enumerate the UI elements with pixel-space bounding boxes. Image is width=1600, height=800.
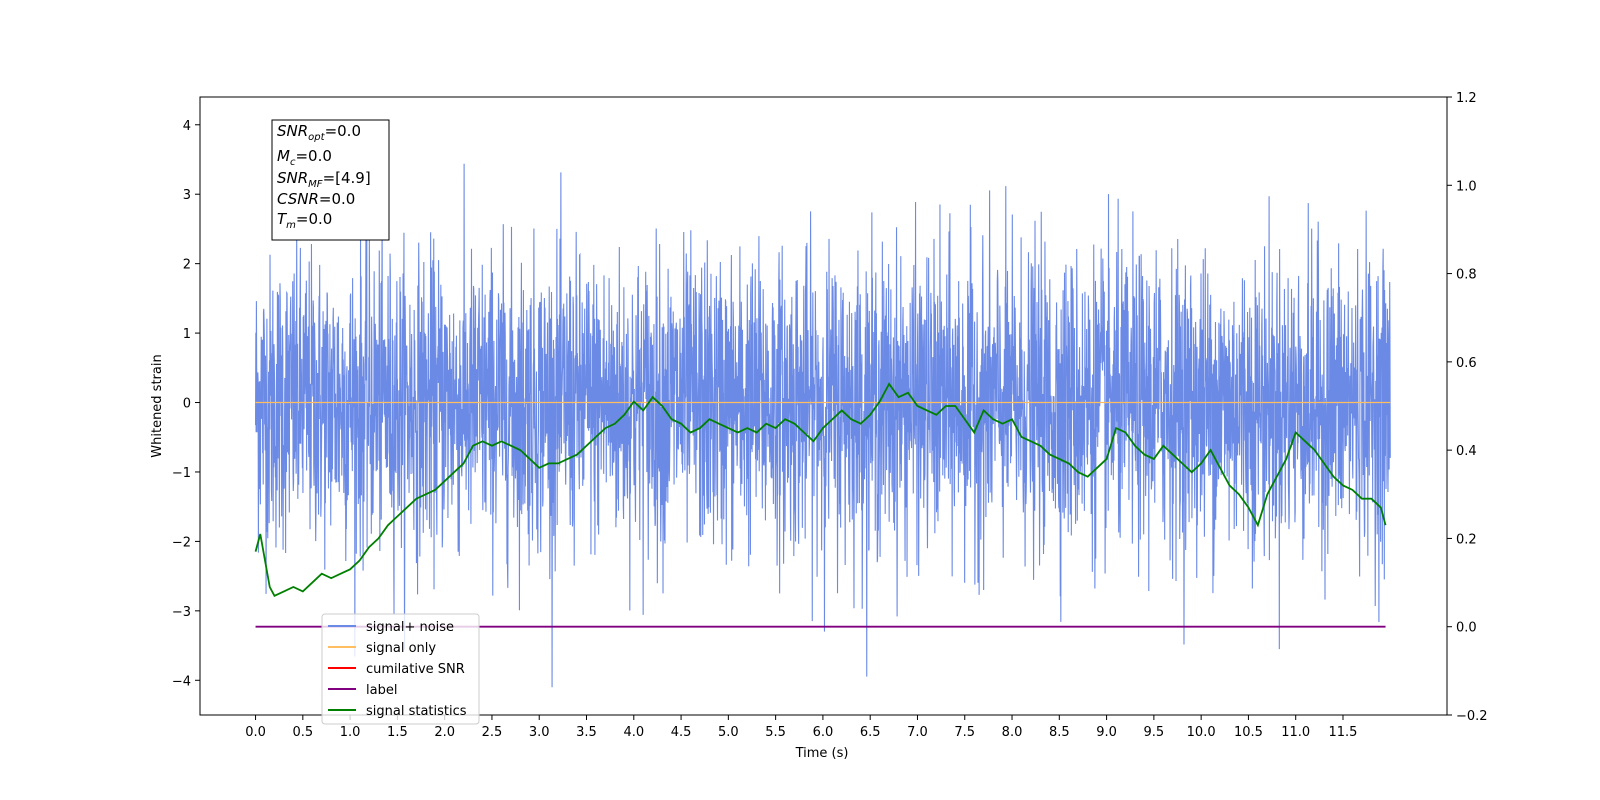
x-tick-label: 8.0 [1002,725,1023,740]
y-axis-left: 4 3 2 1 0 −1 −2 −3 −4 [172,119,200,689]
y2-tick-label: 0.2 [1456,532,1477,547]
x-tick-label: 11.5 [1329,725,1358,740]
y-tick-label: −2 [172,535,191,550]
legend-label: cumilative SNR [366,662,465,677]
stats-line: SNRopt=0.0 [277,122,361,143]
x-tick-label: 11.0 [1281,725,1310,740]
y2-tick-label: −0.2 [1456,709,1488,724]
legend-frame [321,613,480,725]
x-tick-label: 4.0 [623,725,644,740]
y-axis-label: Whitened strain [150,354,165,457]
y-tick-label: 1 [183,327,191,342]
x-tick-label: 5.5 [765,725,786,740]
x-tick-label: 1.0 [340,725,361,740]
x-tick-label: 0.0 [245,725,266,740]
x-tick-label: 9.5 [1144,725,1165,740]
series-line-signal-statistics [254,382,1387,597]
y-tick-label: −3 [172,605,191,620]
y-tick-label: −4 [172,674,191,689]
stats-line: CSNR=0.0 [277,190,355,208]
x-tick-label: 6.0 [813,725,834,740]
legend-label: signal statistics [366,704,467,719]
x-tick-label: 7.5 [954,725,975,740]
y2-tick-label: 1.0 [1456,179,1477,194]
stats-line: Mc=0.0 [277,147,332,168]
legend: signal+ noise signal only cumilative SNR la… [321,613,480,725]
y-tick-label: 3 [183,188,191,203]
legend-label: signal only [366,641,436,656]
x-tick-label: 6.5 [860,725,881,740]
y-tick-label: 2 [183,258,191,273]
stats-line: Tm=0.0 [277,210,332,231]
x-tick-label: 3.0 [529,725,550,740]
y2-tick-label: 0.8 [1456,268,1477,283]
legend-label: signal+ noise [366,620,454,635]
x-tick-label: 0.5 [292,725,313,740]
stats-line: SNRMF=[4.9] [277,169,371,190]
x-tick-label: 5.0 [718,725,739,740]
y2-tick-label: 0.4 [1456,444,1477,459]
x-tick-label: 8.5 [1049,725,1070,740]
y-tick-label: −1 [172,466,191,481]
x-tick-label: 10.0 [1187,725,1216,740]
y2-tick-label: 0.6 [1456,356,1477,371]
y-tick-label: 4 [183,119,191,134]
x-tick-label: 1.5 [387,725,408,740]
y2-tick-label: 1.2 [1456,91,1477,106]
x-axis-label: Time (s) [795,746,849,761]
plot-frame [199,96,1448,716]
signal-noise-series [255,163,1391,688]
y2-tick-label: 0.0 [1456,621,1477,636]
x-tick-label: 3.5 [576,725,597,740]
x-axis: 0.0 0.5 1.0 1.5 2.0 2.5 3.0 3.5 4.0 4.5 5.0 5.5 6.0 6… [245,715,1357,740]
x-tick-label: 2.0 [434,725,455,740]
x-tick-label: 9.0 [1096,725,1117,740]
stats-box-frame [271,119,390,241]
x-tick-label: 4.5 [671,725,692,740]
legend-label: label [366,683,397,698]
x-tick-label: 2.5 [482,725,503,740]
x-tick-label: 10.5 [1234,725,1263,740]
y-tick-label: 0 [183,397,191,412]
y-axis-right: 1.2 1.0 0.8 0.6 0.4 0.2 0.0 −0.2 [1447,91,1488,724]
x-tick-label: 7.0 [907,725,928,740]
signal-noise-line [255,163,1391,688]
